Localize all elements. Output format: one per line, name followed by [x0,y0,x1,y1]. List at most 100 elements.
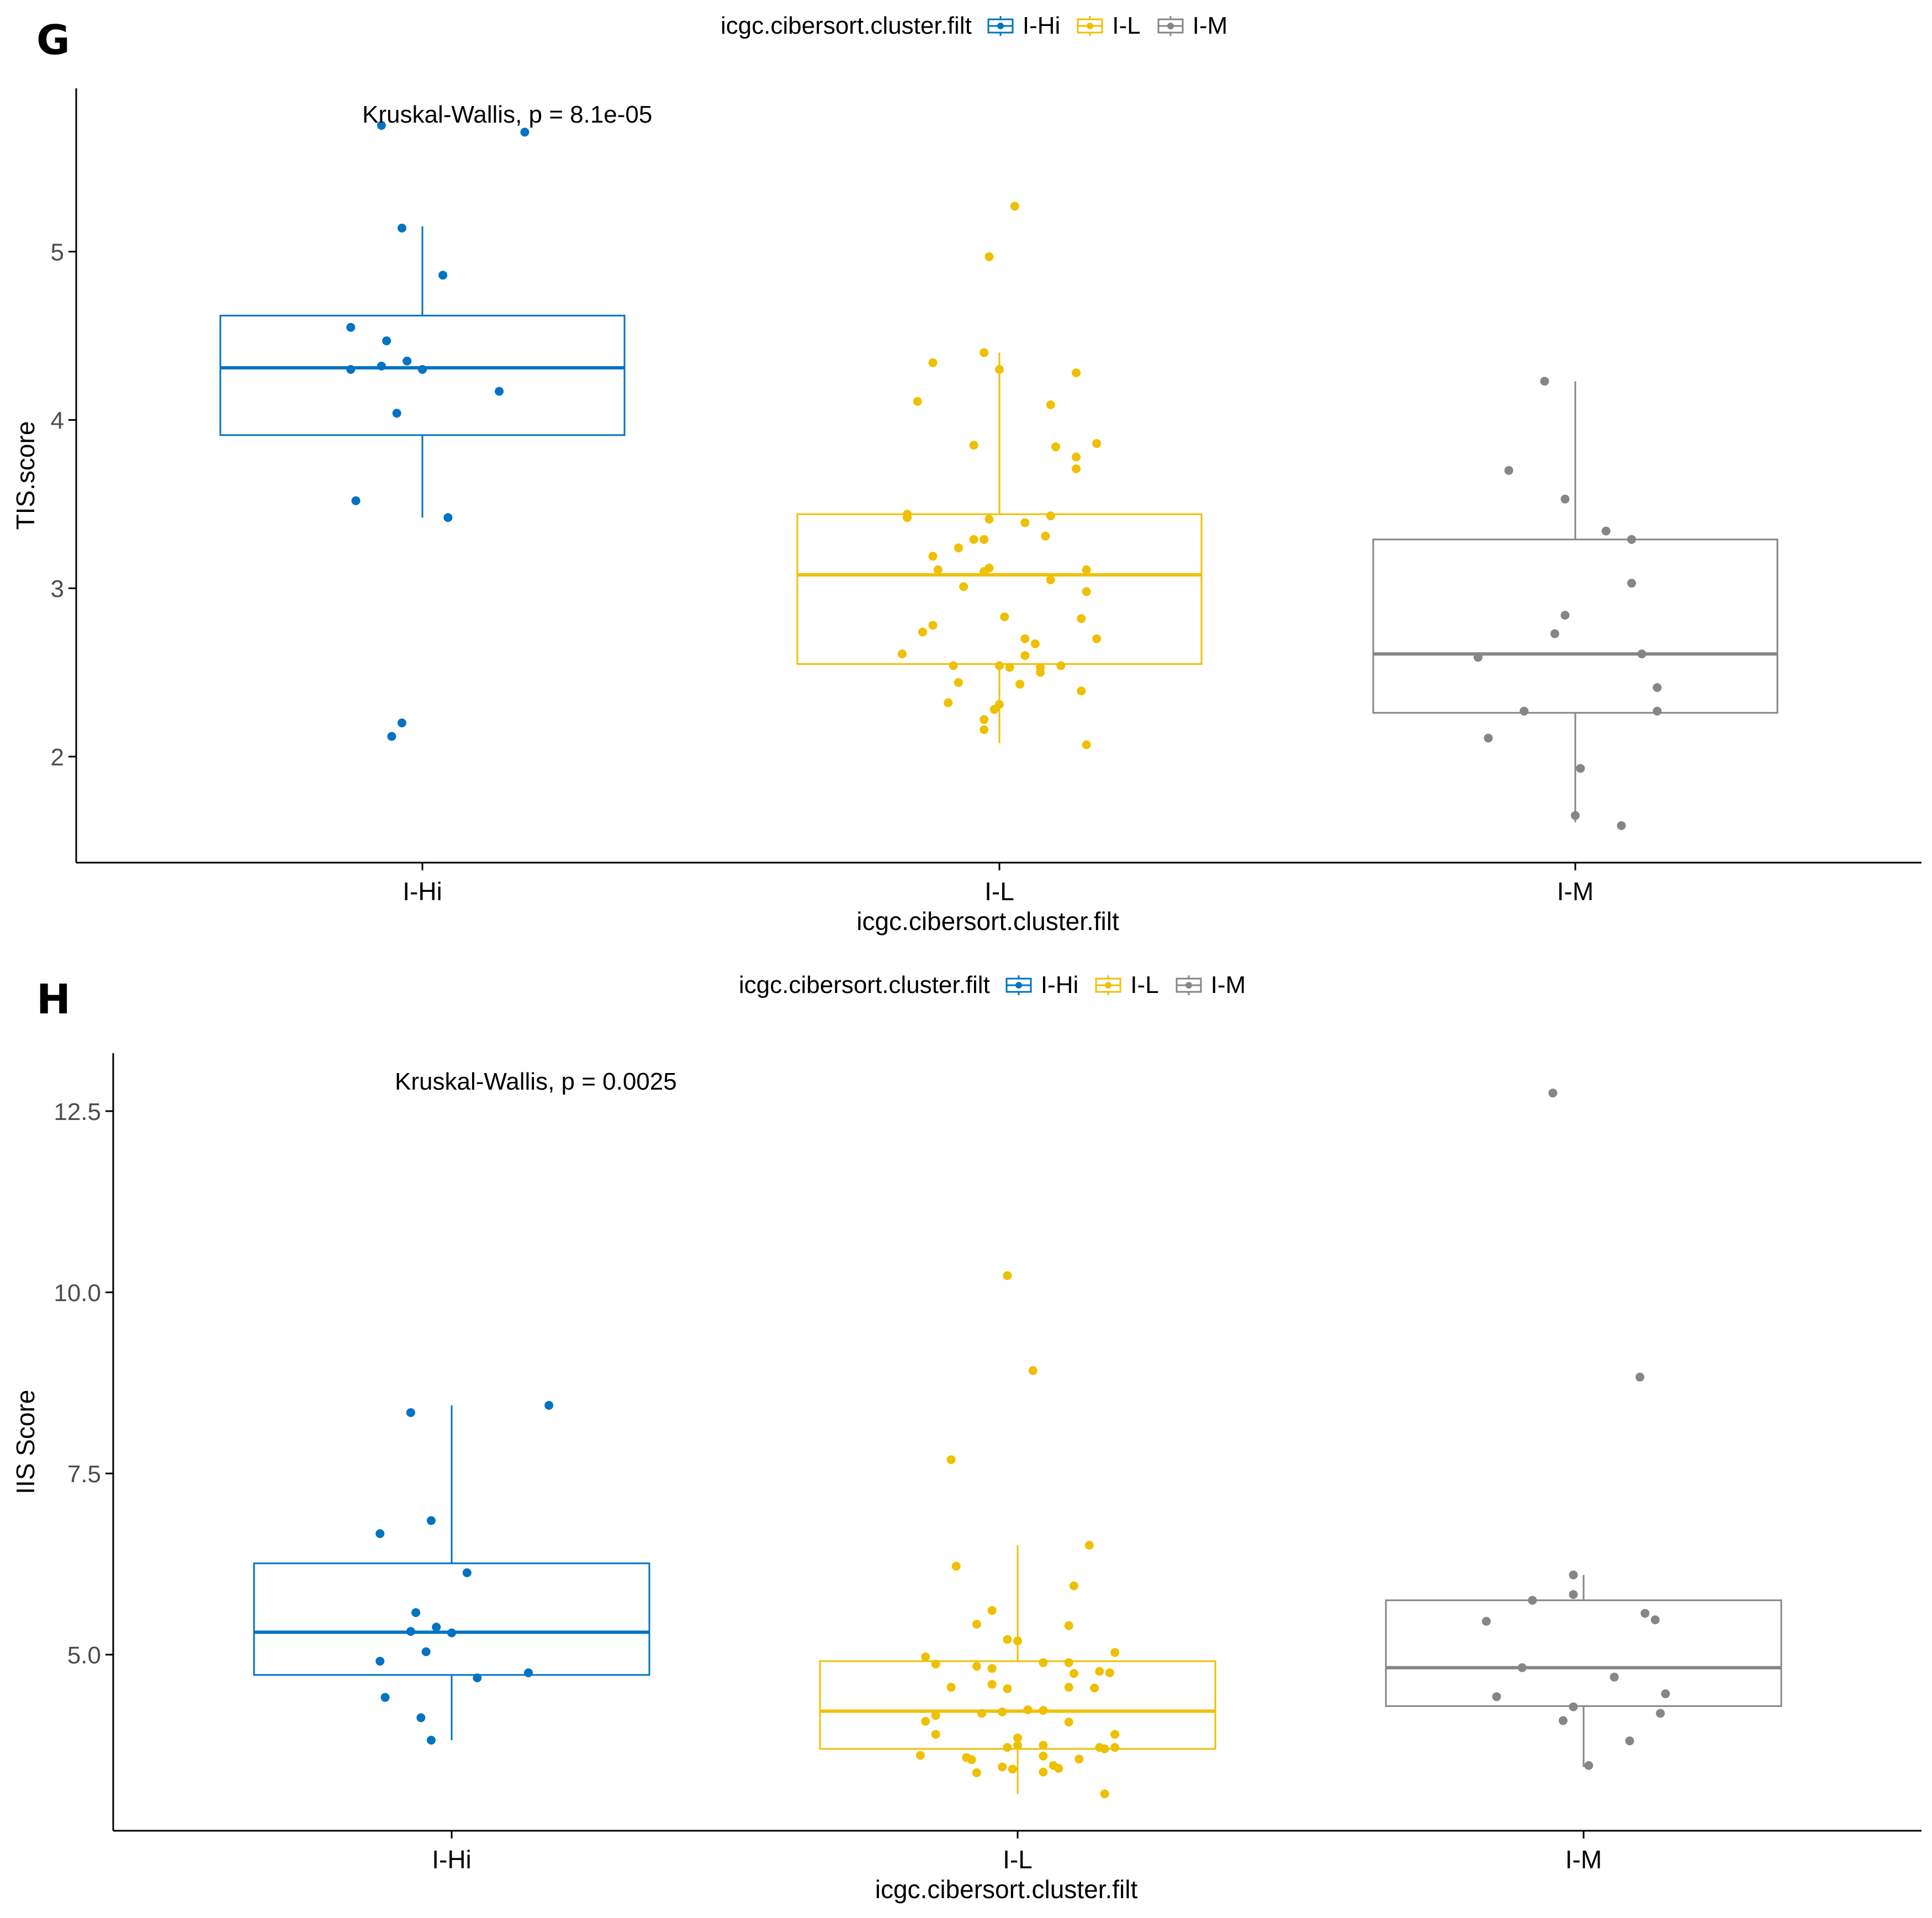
kruskal-annotation: Kruskal-Wallis, p = 0.0025 [395,1068,677,1095]
legend-item-i-hi: I-Hi [985,12,1060,40]
data-point [1540,377,1549,386]
data-point [1569,1590,1578,1599]
panel-h: H icgc.cibersort.cluster.filt I-Hi I-L I… [0,959,1932,1918]
data-point [984,252,994,261]
data-point [1484,733,1493,743]
data-point [1000,612,1009,622]
data-point [972,1768,981,1778]
data-point [1036,668,1045,677]
data-point [1092,439,1102,448]
data-point [1077,686,1086,696]
data-point [382,336,391,346]
data-point [403,356,412,366]
data-point [969,441,978,450]
data-point [954,678,963,687]
box [253,1562,650,1676]
data-point [921,1652,930,1662]
legend-item-i-l: I-L [1093,971,1159,999]
data-point [918,627,927,637]
data-point [1008,1764,1017,1774]
panel-letter: G [36,17,70,64]
data-point [1492,1692,1501,1702]
data-point [1110,1743,1120,1752]
kruskal-annotation: Kruskal-Wallis, p = 8.1e-05 [362,101,652,128]
data-point [1039,1741,1048,1750]
legend-label-i-l: I-L [1112,12,1141,39]
y-tick-label: 3 [51,575,64,603]
data-point [1041,531,1050,541]
data-point [1584,1761,1594,1770]
data-point [1110,1730,1120,1739]
data-point [438,271,448,280]
x-tick-label: I-M [1565,1845,1602,1874]
data-point [1082,740,1091,749]
data-point [984,515,994,524]
data-point [921,1716,930,1726]
data-point [1077,614,1086,624]
data-point [375,1656,385,1666]
data-point [998,1707,1007,1716]
box [219,314,626,436]
data-point [1504,466,1513,475]
data-point [944,698,953,707]
data-point [447,1628,456,1637]
panel-g: G icgc.cibersort.cluster.filt I-Hi I-L I… [11,12,1922,936]
data-point [406,1627,415,1636]
data-point [1003,1635,1012,1644]
data-point [1046,575,1055,584]
data-point [995,364,1004,374]
data-point [473,1673,482,1683]
data-point [1064,1621,1073,1630]
data-point [1054,1764,1063,1773]
data-point [1625,1736,1634,1746]
legend-key-i-l [1095,975,1121,995]
data-point [418,364,427,374]
x-tick-label: I-L [1003,1845,1033,1874]
data-point [1030,639,1040,648]
data-point [1069,1669,1078,1678]
y-tick-label: 4 [51,407,64,434]
data-point [377,121,386,130]
data-point [346,323,356,332]
box [796,513,1203,665]
data-point [462,1568,472,1577]
data-point [977,1709,987,1718]
data-point [1576,764,1585,773]
data-point [1520,706,1529,716]
data-point [1082,565,1091,574]
data-point [897,649,907,659]
data-point [998,1762,1007,1772]
data-point [987,1679,997,1689]
data-point [1020,634,1030,643]
data-point [1092,634,1102,643]
legend-title: icgc.cibersort.cluster.filt [739,971,990,998]
data-point [928,552,938,561]
data-point [1003,1743,1012,1752]
data-point [524,1668,533,1677]
data-point [989,705,999,714]
data-point [1013,1741,1022,1750]
data-point [969,535,978,544]
data-point [1560,494,1570,504]
data-point [1084,1540,1094,1550]
data-point [387,732,396,741]
data-point [397,718,406,728]
data-point [903,513,912,522]
data-point [946,1683,956,1692]
data-point [1517,1663,1527,1672]
box [1385,1599,1782,1707]
data-point [1100,1789,1109,1799]
data-point [520,128,530,137]
legend-label-i-m: I-M [1192,12,1228,39]
data-point [1020,518,1030,527]
data-point [1064,1658,1073,1667]
data-point [421,1647,431,1656]
panel-letter: H [36,976,71,1023]
legend-label-i-m: I-M [1210,971,1246,998]
data-point [1550,629,1559,638]
legend: icgc.cibersort.cluster.filt I-Hi I-L I-M [721,12,1242,40]
data-point [987,1606,997,1615]
legend-label-i-hi: I-Hi [1022,12,1061,39]
data-point [1069,1581,1078,1591]
data-point [426,1735,436,1745]
